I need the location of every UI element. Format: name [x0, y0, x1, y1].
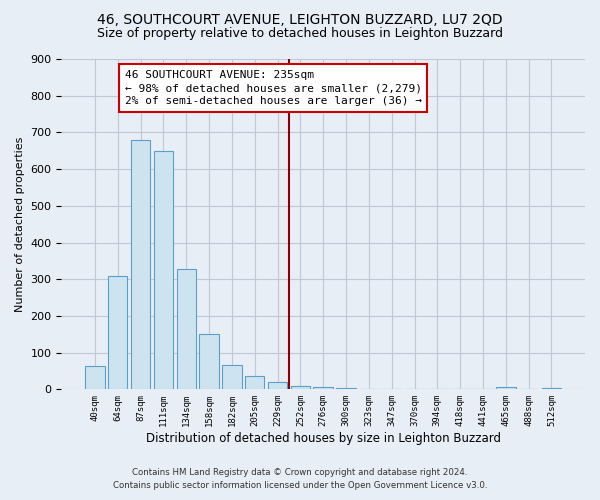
Bar [85, 366, 104, 390]
Bar [542, 388, 561, 390]
Text: 46 SOUTHCOURT AVENUE: 235sqm
← 98% of detached houses are smaller (2,279)
2% of : 46 SOUTHCOURT AVENUE: 235sqm ← 98% of de… [125, 70, 422, 106]
Text: Contains HM Land Registry data © Crown copyright and database right 2024.
Contai: Contains HM Land Registry data © Crown c… [113, 468, 487, 490]
Bar [359, 388, 379, 390]
Bar [313, 388, 333, 390]
X-axis label: Distribution of detached houses by size in Leighton Buzzard: Distribution of detached houses by size … [146, 432, 501, 445]
Bar [268, 382, 287, 390]
Bar [154, 151, 173, 390]
Bar [131, 140, 150, 390]
Bar [176, 269, 196, 390]
Y-axis label: Number of detached properties: Number of detached properties [15, 136, 25, 312]
Bar [245, 376, 265, 390]
Bar [222, 366, 242, 390]
Bar [199, 334, 219, 390]
Bar [290, 386, 310, 390]
Bar [108, 276, 127, 390]
Bar [337, 388, 356, 390]
Text: 46, SOUTHCOURT AVENUE, LEIGHTON BUZZARD, LU7 2QD: 46, SOUTHCOURT AVENUE, LEIGHTON BUZZARD,… [97, 12, 503, 26]
Text: Size of property relative to detached houses in Leighton Buzzard: Size of property relative to detached ho… [97, 28, 503, 40]
Bar [496, 388, 515, 390]
